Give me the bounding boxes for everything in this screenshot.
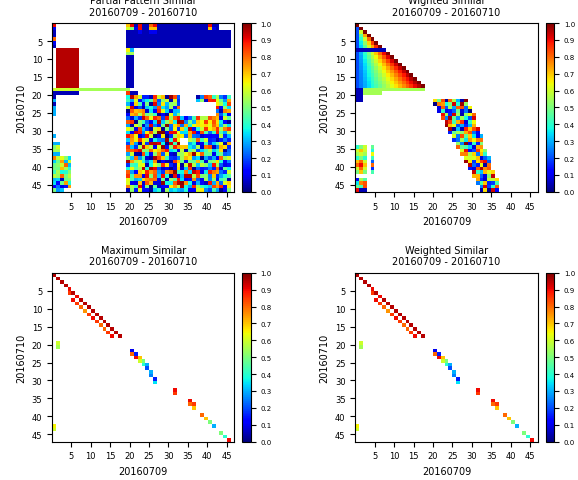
Title: Weighted Similar
20160709 - 20160710: Weighted Similar 20160709 - 20160710 [392,245,501,267]
Y-axis label: 20160710: 20160710 [320,333,329,382]
X-axis label: 20160709: 20160709 [118,466,168,476]
Y-axis label: 20160710: 20160710 [16,84,26,133]
Title: Maximum Similar
20160709 - 20160710: Maximum Similar 20160709 - 20160710 [89,245,197,267]
Title: Partial Pattern Similar
20160709 - 20160710: Partial Pattern Similar 20160709 - 20160… [89,0,197,18]
Y-axis label: 20160710: 20160710 [16,333,26,382]
X-axis label: 20160709: 20160709 [422,466,471,476]
Y-axis label: 20160710: 20160710 [320,84,329,133]
X-axis label: 20160709: 20160709 [118,216,168,227]
Title: Wighted Similar
20160709 - 20160710: Wighted Similar 20160709 - 20160710 [392,0,501,18]
X-axis label: 20160709: 20160709 [422,216,471,227]
